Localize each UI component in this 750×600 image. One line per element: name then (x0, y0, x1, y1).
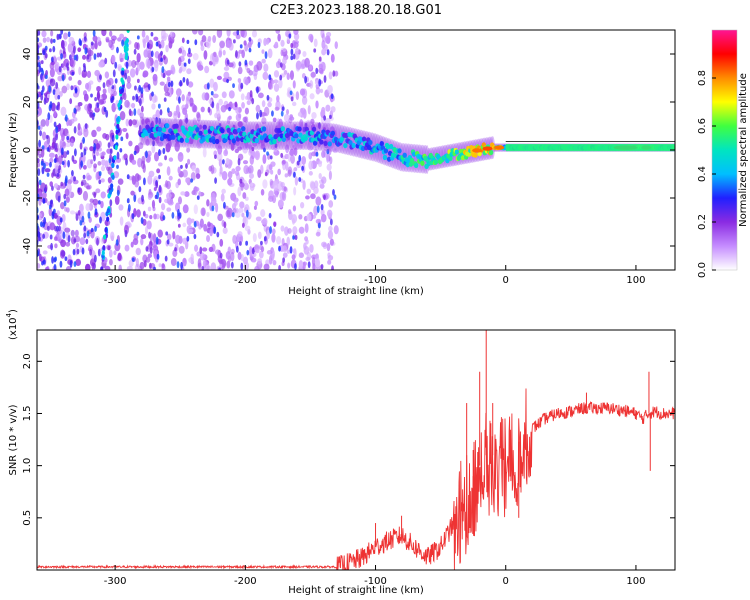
spectrogram-y-tick-label: -40 (22, 238, 33, 254)
colorbar-ticks: 0.0 0.2 0.4 0.6 0.8 (697, 70, 716, 278)
snr-panel: -300 -200 -100 0 100 0.5 1.0 1.5 2.0 Height of … (5, 309, 676, 596)
snr-multiplier-base: (x10 (8, 317, 19, 340)
snr-y-ticks: 0.5 1.0 1.5 2.0 (22, 353, 675, 526)
spectrogram-y-tick-label: 20 (22, 96, 33, 109)
spectrogram-x-axis-label: Height of straight line (km) (288, 286, 424, 297)
snr-x-tick-label: 100 (626, 576, 645, 587)
snr-x-tick-label: -100 (364, 576, 387, 587)
colorbar-tick-label: 0.8 (697, 70, 708, 86)
svg-text:(x104): (x104) (5, 309, 19, 340)
snr-x-tick-label: 0 (503, 576, 509, 587)
snr-frame (36, 329, 676, 571)
snr-y-tick-label: 0.5 (22, 510, 33, 526)
colorbar: 0.0 0.2 0.4 0.6 0.8 Normalized spectral ampl… (697, 29, 749, 278)
spectrogram-x-tick-label: 100 (626, 275, 645, 286)
snr-x-tick-label: -300 (104, 576, 127, 587)
spectrogram-y-tick-label: 40 (22, 48, 33, 61)
colorbar-gradient (712, 30, 737, 270)
snr-y-tick-label: 2.0 (22, 353, 33, 369)
figure-title: C2E3.2023.188.20.18.G01 (270, 3, 442, 18)
spectrogram-x-tick-label: -100 (364, 275, 387, 286)
colorbar-tick-label: 0.6 (697, 118, 708, 134)
snr-y-tick-label: 1.0 (22, 458, 33, 474)
snr-y-axis-label: SNR (10 * v/v) (8, 404, 19, 475)
snr-multiplier-exponent: 4 (5, 312, 13, 317)
spectrogram-y-tick-label: 0 (22, 147, 33, 153)
spectrogram-image (37, 30, 675, 270)
colorbar-tick-label: 0.0 (697, 262, 708, 278)
spectrogram-x-tick-label: -300 (104, 275, 127, 286)
spectrogram-x-tick-label: 0 (503, 275, 509, 286)
snr-x-ticks: -300 -200 -100 0 100 (104, 565, 645, 587)
spectrogram-y-axis-label: Frequency (Hz) (8, 112, 19, 188)
snr-series-line (37, 388, 675, 570)
colorbar-label: Normalized spectral amplitude (738, 73, 749, 227)
spectrogram-y-ticks: -40 -20 0 20 40 (22, 48, 675, 254)
colorbar-tick-label: 0.2 (697, 214, 708, 230)
spectrogram-x-tick-label: -200 (234, 275, 257, 286)
colorbar-tick-label: 0.4 (697, 166, 708, 182)
snr-plot-area (37, 330, 675, 570)
snr-x-axis-label: Height of straight line (km) (288, 585, 424, 596)
spectrogram-x-ticks: -300 -200 -100 0 100 (104, 265, 645, 286)
snr-x-tick-label: -200 (234, 576, 257, 587)
spectrogram-y-tick-label: -20 (22, 190, 33, 206)
colorbar-frame (711, 29, 738, 271)
snr-y-tick-label: 1.5 (22, 406, 33, 422)
snr-y-multiplier: (x104) (5, 309, 19, 340)
